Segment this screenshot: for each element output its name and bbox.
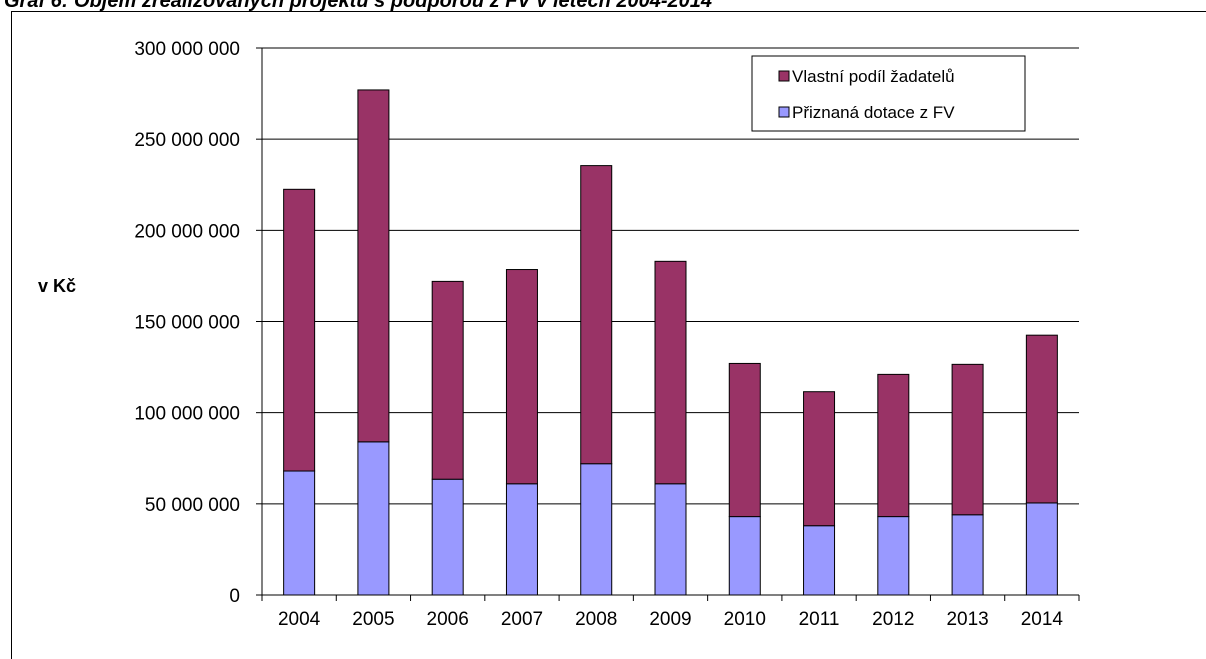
- y-tick-label: 250 000 000: [134, 130, 240, 151]
- bar-own-share-2010: [728, 362, 761, 518]
- legend-swatch-own-share: [778, 70, 790, 82]
- bar-subsidy-2004: [283, 470, 316, 596]
- bar-own-share-2004: [283, 188, 316, 472]
- legend-label-own-share: Vlastní podíl žadatelů: [792, 67, 955, 86]
- bar-own-share-2012: [877, 373, 910, 518]
- y-tick-label: 100 000 000: [134, 404, 240, 425]
- bar-own-share-2009: [654, 260, 687, 485]
- bar-subsidy-2014: [1025, 502, 1058, 596]
- bars: [283, 89, 1058, 596]
- bar-own-share-2013: [951, 363, 984, 516]
- x-tick-label: 2007: [501, 609, 543, 630]
- chart-frame: [11, 11, 1206, 659]
- bar-own-share-2008: [580, 165, 613, 465]
- bar-own-share-2014: [1025, 334, 1058, 504]
- bar-own-share-2011: [803, 391, 836, 527]
- bar-own-share-2006: [431, 280, 464, 480]
- legend-box: [751, 55, 1026, 132]
- legend: Vlastní podíl žadatelů Přiznaná dotace z…: [751, 55, 1026, 132]
- x-tick-label: 2011: [799, 609, 840, 630]
- bar-subsidy-2005: [357, 441, 390, 596]
- x-tick-label: 2012: [872, 609, 914, 630]
- x-tick-label: 2005: [352, 609, 394, 630]
- bar-subsidy-2008: [580, 463, 613, 596]
- bar-subsidy-2012: [877, 516, 910, 596]
- axes: [256, 47, 1080, 601]
- y-tick-label: 0: [229, 586, 240, 607]
- y-tick-label: 50 000 000: [145, 495, 240, 516]
- x-tick-label: 2004: [278, 609, 321, 630]
- x-tick-labels: 2004 2005 2006 2007 2008 2009 2010 2011 2012 2013…: [278, 609, 1063, 630]
- x-tick-label: 2013: [946, 609, 988, 630]
- bar-subsidy-2006: [431, 478, 464, 596]
- bar-subsidy-2009: [654, 483, 687, 596]
- x-tick-label: 2008: [575, 609, 617, 630]
- x-tick-label: 2009: [649, 609, 691, 630]
- y-tick-label: 200 000 000: [134, 221, 240, 242]
- legend-swatch-subsidy: [778, 106, 790, 118]
- bar-subsidy-2011: [803, 525, 836, 596]
- x-tick-label: 2010: [724, 609, 766, 630]
- y-tick-labels: 0 50 000 000 100 000 000 150 000 000 200 000…: [134, 39, 240, 607]
- y-tick-label: 300 000 000: [134, 39, 240, 60]
- bar-own-share-2005: [357, 89, 390, 443]
- x-tick-label: 2014: [1021, 609, 1064, 630]
- bar-own-share-2007: [505, 269, 538, 485]
- y-axis-label: v Kč: [38, 276, 76, 296]
- x-tick-label: 2006: [427, 609, 469, 630]
- bar-subsidy-2013: [951, 514, 984, 596]
- legend-label-subsidy: Přiznaná dotace z FV: [792, 103, 955, 122]
- y-tick-label: 150 000 000: [134, 313, 240, 334]
- page-title: Graf 6: Objem zrealizovaných projektů s …: [4, 0, 712, 12]
- bar-subsidy-2007: [505, 483, 538, 596]
- bar-subsidy-2010: [728, 516, 761, 596]
